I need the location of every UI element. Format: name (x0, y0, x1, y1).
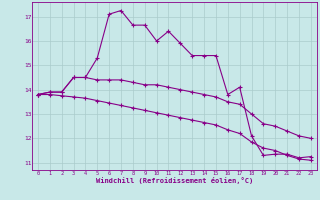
X-axis label: Windchill (Refroidissement éolien,°C): Windchill (Refroidissement éolien,°C) (96, 177, 253, 184)
